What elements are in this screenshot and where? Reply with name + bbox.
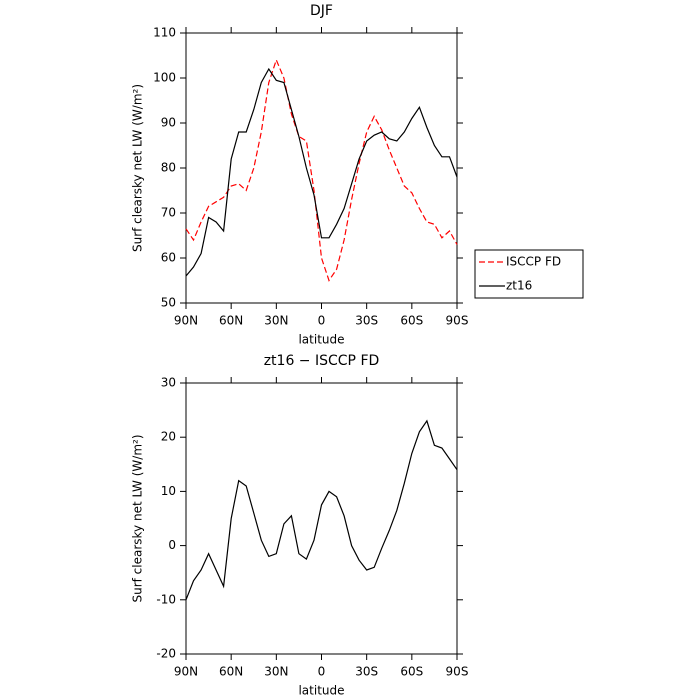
legend-box bbox=[474, 249, 584, 299]
x-axis-label: latitude bbox=[298, 333, 344, 347]
y-tick-label: 110 bbox=[153, 26, 176, 40]
plot-frame bbox=[185, 32, 458, 304]
x-tick-label: 0 bbox=[318, 665, 326, 679]
y-tick-label: 20 bbox=[161, 430, 176, 444]
data-line bbox=[185, 67, 458, 277]
y-tick-label: 0 bbox=[168, 538, 176, 552]
y-tick-label: 60 bbox=[161, 251, 176, 265]
x-tick-label: 90N bbox=[174, 665, 198, 679]
x-axis-label: latitude bbox=[298, 684, 344, 698]
y-tick-label: 90 bbox=[161, 116, 176, 130]
y-tick-label: 100 bbox=[153, 71, 176, 85]
plot-frame bbox=[185, 382, 458, 655]
x-tick-label: 90S bbox=[446, 665, 469, 679]
x-tick-label: 60N bbox=[219, 314, 243, 328]
y-axis-label: Surf clearsky net LW (W/m²) bbox=[131, 434, 145, 602]
legend-label: ISCCP FD bbox=[506, 255, 561, 269]
y-tick-label: 50 bbox=[161, 296, 176, 310]
y-tick-label: 10 bbox=[161, 484, 176, 498]
x-tick-label: 30N bbox=[264, 314, 288, 328]
y-tick-label: -20 bbox=[156, 647, 176, 661]
x-tick-label: 90S bbox=[446, 314, 469, 328]
data-line bbox=[185, 419, 458, 601]
x-tick-label: 30S bbox=[355, 665, 378, 679]
legend-label: zt16 bbox=[506, 279, 532, 293]
y-tick-label: -10 bbox=[156, 592, 176, 606]
x-tick-label: 60N bbox=[219, 665, 243, 679]
data-line bbox=[185, 58, 458, 282]
x-tick-label: 90N bbox=[174, 314, 198, 328]
y-tick-label: 70 bbox=[161, 206, 176, 220]
x-tick-label: 30N bbox=[264, 665, 288, 679]
chart-title: DJF bbox=[310, 3, 333, 19]
y-tick-label: 30 bbox=[161, 376, 176, 390]
chart-title: zt16 − ISCCP FD bbox=[264, 353, 380, 369]
y-tick-label: 80 bbox=[161, 161, 176, 175]
x-tick-label: 0 bbox=[318, 314, 326, 328]
x-tick-label: 60S bbox=[400, 665, 423, 679]
x-tick-label: 60S bbox=[400, 314, 423, 328]
x-tick-label: 30S bbox=[355, 314, 378, 328]
y-axis-label: Surf clearsky net LW (W/m²) bbox=[131, 84, 145, 252]
